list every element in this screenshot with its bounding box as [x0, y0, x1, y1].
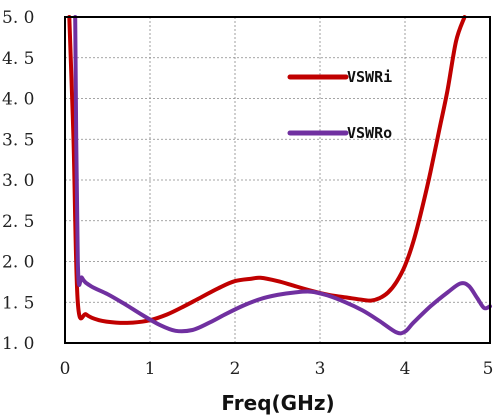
y-tick-label: 3. 0: [2, 171, 34, 191]
y-tick-label: 3. 5: [2, 130, 34, 150]
x-tick-label: 3: [315, 359, 326, 379]
series-line-vswri: [67, 15, 467, 325]
x-tick-label: 4: [400, 359, 411, 379]
y-axis-ticks: 5. 0 4. 5 4. 0 3. 5 3. 0 2. 5 2. 0 1. 5 1. 0: [2, 8, 34, 354]
series-layer: [67, 15, 492, 336]
x-axis-ticks: 0 1 2 3 4 5: [60, 359, 494, 379]
y-tick-label: 5. 0: [2, 8, 34, 28]
y-tick-label: 4. 5: [2, 49, 34, 69]
series-line-vswro: [73, 15, 492, 336]
x-tick-label: 2: [230, 359, 241, 379]
x-axis-title: Freq(GHz): [221, 391, 334, 415]
y-tick-label: 4. 0: [2, 90, 34, 110]
x-tick-label: 1: [145, 359, 156, 379]
legend: VSWRi VSWRo: [287, 68, 392, 142]
y-tick-label: 1. 5: [2, 293, 34, 313]
grid-lines: [65, 17, 490, 343]
legend-label-vswri: VSWRi: [347, 68, 392, 86]
y-tick-label: 1. 0: [2, 334, 34, 354]
legend-label-vswro: VSWRo: [347, 124, 392, 142]
plot-area-frame: [64, 16, 491, 344]
y-tick-label: 2. 0: [2, 253, 34, 273]
x-tick-label: 0: [60, 359, 71, 379]
y-tick-label: 2. 5: [2, 212, 34, 232]
x-tick-label: 5: [483, 359, 494, 379]
